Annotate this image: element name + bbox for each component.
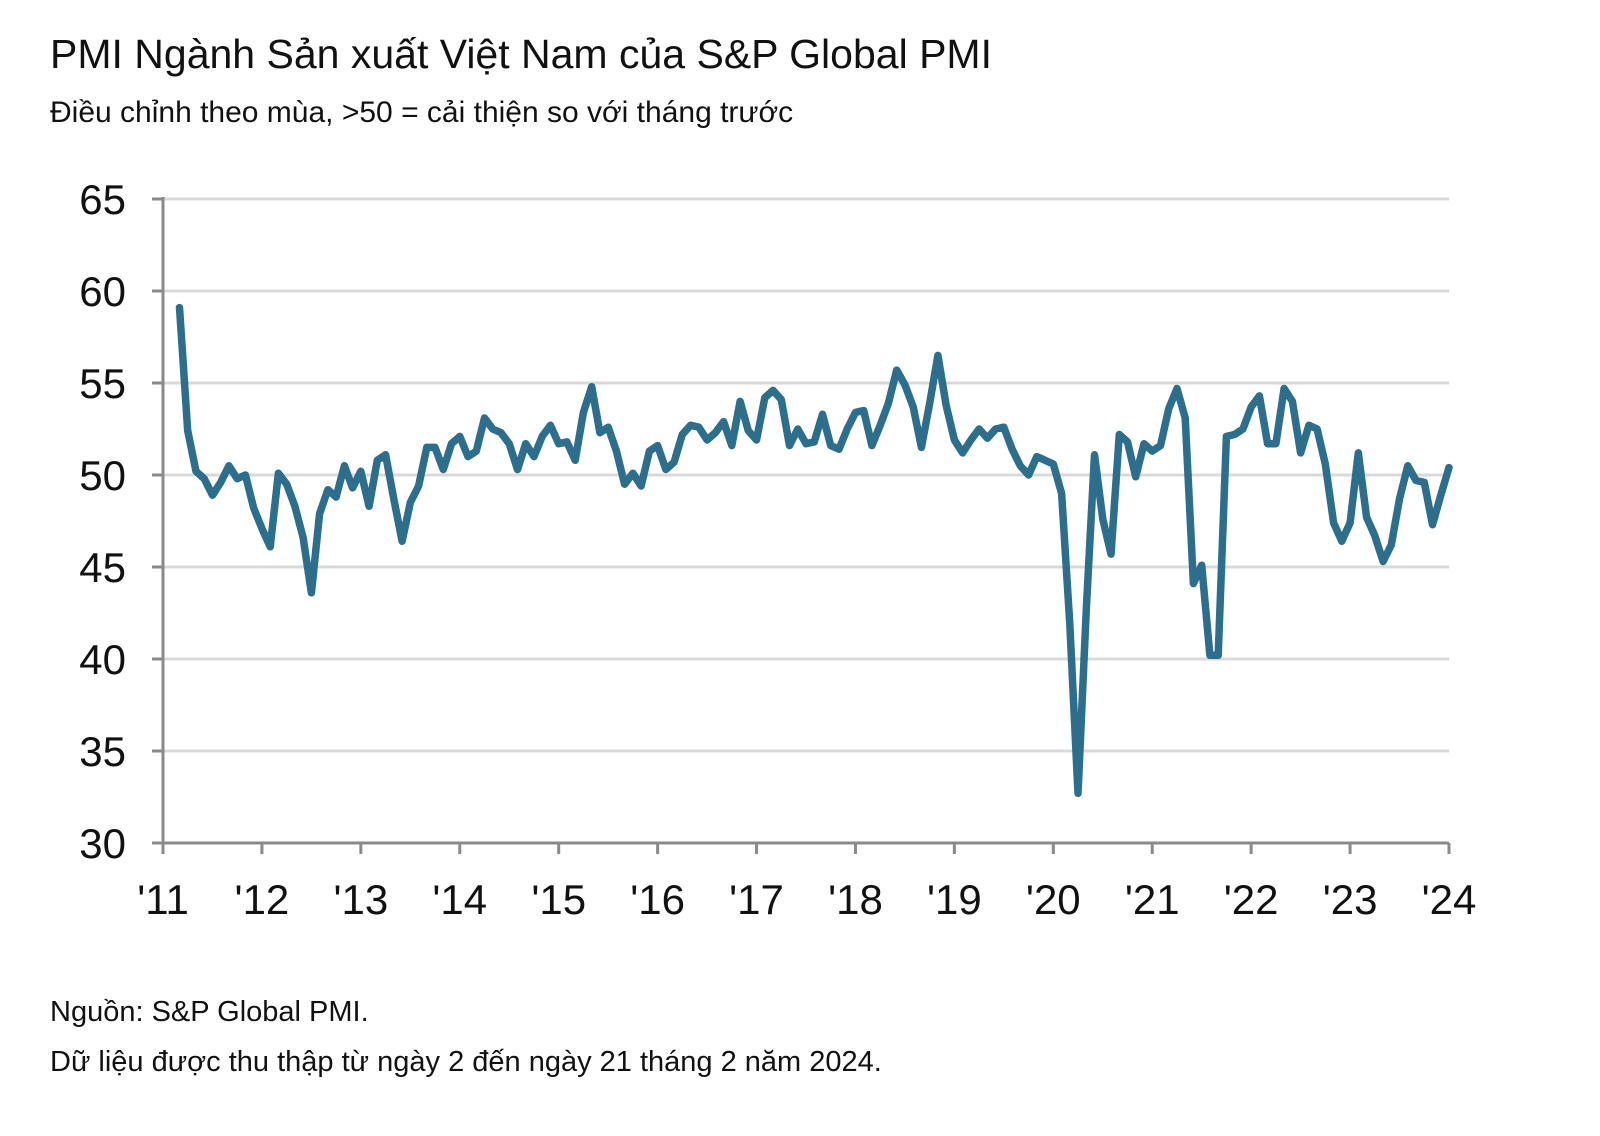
y-tick-label: 35 bbox=[79, 728, 126, 775]
gridlines bbox=[163, 197, 1449, 753]
source-note: Nguồn: S&P Global PMI. bbox=[50, 996, 369, 1028]
y-tick-label: 45 bbox=[79, 544, 126, 591]
x-tick-label: '18 bbox=[828, 876, 883, 923]
chart-title: PMI Ngành Sản xuất Việt Nam của S&P Glob… bbox=[50, 31, 992, 77]
y-tick-label: 60 bbox=[79, 268, 126, 315]
x-tick-label: '22 bbox=[1224, 876, 1279, 923]
x-tick-label: '21 bbox=[1125, 876, 1180, 923]
x-tick-label: '14 bbox=[432, 876, 487, 923]
series-layer bbox=[175, 303, 1453, 798]
x-tick-label: '23 bbox=[1323, 876, 1378, 923]
x-axis-ticks: '11 '12 '13 '14 '15 '16 '17 '18 '19 '20 '21 '22 '23 '… bbox=[137, 876, 1476, 923]
x-tick-label: '20 bbox=[1026, 876, 1081, 923]
chart-subtitle: Điều chỉnh theo mùa, >50 = cải thiện so … bbox=[50, 96, 794, 129]
x-tick-label: '12 bbox=[235, 876, 290, 923]
y-tick-label: 30 bbox=[79, 820, 126, 867]
y-tick-label: 55 bbox=[79, 360, 126, 407]
y-tick-label: 40 bbox=[79, 636, 126, 683]
y-tick-label: 65 bbox=[79, 176, 126, 223]
pmi-series-line bbox=[175, 303, 1453, 798]
y-axis-ticks: 30 35 40 45 50 55 60 65 bbox=[79, 176, 126, 867]
x-tick-label: '19 bbox=[927, 876, 982, 923]
x-tick-label: '15 bbox=[531, 876, 586, 923]
x-tick-label: '17 bbox=[729, 876, 784, 923]
axes bbox=[152, 197, 1451, 854]
y-tick-label: 50 bbox=[79, 452, 126, 499]
collection-note: Dữ liệu được thu thập từ ngày 2 đến ngày… bbox=[50, 1046, 882, 1078]
x-tick-label: '11 bbox=[137, 876, 189, 923]
x-tick-label: '16 bbox=[630, 876, 685, 923]
x-tick-label: '24 bbox=[1422, 876, 1477, 923]
x-tick-label: '13 bbox=[333, 876, 388, 923]
